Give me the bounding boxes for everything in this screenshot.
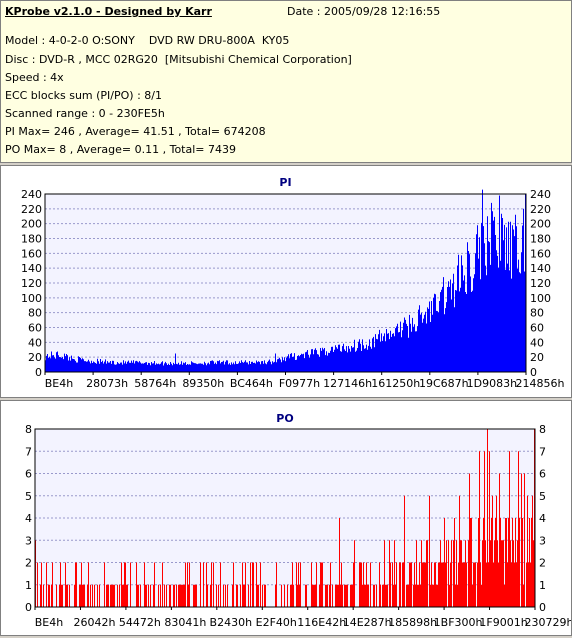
po-plot-frame [34, 428, 536, 608]
pi-xtick-label: 1D9083h [467, 377, 517, 390]
po-ytick-right: 8 [539, 423, 546, 436]
po-ytick-left: 7 [25, 445, 32, 458]
pi-ytick-left: 0 [35, 366, 42, 379]
pi-ytick-right: 0 [530, 366, 537, 379]
pi-xtick-label: F0977h [279, 377, 320, 390]
model-line: Model : 4-0-2-0 O:SONY DVD RW DRU-800A K… [5, 34, 290, 47]
pi-xtick-label: BE4h [45, 377, 73, 390]
pi-xtick-label: 58764h [134, 377, 176, 390]
pi-ytick-right: 40 [530, 336, 544, 349]
pi-chart-panel: PI 0 0 20 20 40 40 60 60 80 80 100 100 120 120 140 140 16… [0, 165, 572, 398]
pi-ytick-left: 60 [28, 322, 42, 335]
po-ytick-right: 0 [539, 601, 546, 614]
speed-line: Speed : 4x [5, 71, 64, 84]
pi-ytick-left: 180 [21, 233, 42, 246]
po-ytick-right: 4 [539, 512, 546, 525]
pi-ytick-left: 80 [28, 307, 42, 320]
po-stats-line: PO Max= 8 , Average= 0.11 , Total= 7439 [5, 143, 236, 156]
pi-ytick-left: 20 [28, 351, 42, 364]
po-xtick-label: 116E42h [297, 616, 346, 629]
po-chart: PO 0 0 1 1 2 2 3 3 4 4 5 5 6 6 7 7 8 8 BE4h 26042h 54472h 8304… [25, 412, 572, 629]
po-ytick-right: 2 [539, 557, 546, 570]
pi-xtick-label: BC464h [230, 377, 273, 390]
po-xtick-label: E2F40h [256, 616, 297, 629]
pi-ytick-left: 240 [21, 188, 42, 201]
pi-ytick-right: 200 [530, 218, 551, 231]
pi-ytick-left: 160 [21, 247, 42, 260]
pi-xtick-label: 89350h [182, 377, 224, 390]
po-xtick-label: 230729h [525, 616, 571, 629]
pi-ytick-left: 40 [28, 336, 42, 349]
pi-stats-line: PI Max= 246 , Average= 41.51 , Total= 67… [5, 125, 266, 138]
pi-ytick-right: 100 [530, 292, 551, 305]
pi-ytick-left: 140 [21, 262, 42, 275]
po-ytick-left: 8 [25, 423, 32, 436]
po-xtick-label: 14E287h [343, 616, 392, 629]
pi-ytick-left: 120 [21, 277, 42, 290]
pi-xtick-label: 161250h [371, 377, 420, 390]
pi-ytick-right: 60 [530, 322, 544, 335]
po-ytick-right: 1 [539, 579, 546, 592]
range-line: Scanned range : 0 - 230FE5h [5, 107, 165, 120]
po-xtick-label: BE4h [35, 616, 63, 629]
po-xtick-label: 26042h [73, 616, 115, 629]
pi-ytick-right: 120 [530, 277, 551, 290]
po-ytick-left: 0 [25, 601, 32, 614]
pi-ytick-right: 140 [530, 262, 551, 275]
po-xtick-label: 54472h [119, 616, 161, 629]
pi-ytick-left: 100 [21, 292, 42, 305]
po-ytick-left: 3 [25, 534, 32, 547]
pi-ytick-right: 80 [530, 307, 544, 320]
pi-ytick-right: 220 [530, 203, 551, 216]
pi-ytick-right: 20 [530, 351, 544, 364]
pi-ytick-right: 240 [530, 188, 551, 201]
po-chart-panel: PO 0 0 1 1 2 2 3 3 4 4 5 5 6 6 7 7 8 8 BE4h 26042h 54472h 8304… [0, 400, 572, 636]
pi-title: PI [279, 176, 291, 189]
po-xtick-label: 185898h [388, 616, 437, 629]
pi-ytick-left: 200 [21, 218, 42, 231]
po-ytick-right: 6 [539, 468, 546, 481]
po-xtick-label: 83041h [164, 616, 206, 629]
po-xtick-label: 1F9001h [479, 616, 527, 629]
po-ytick-right: 3 [539, 534, 546, 547]
po-xtick-label: B2430h [210, 616, 253, 629]
ecc-line: ECC blocks sum (PI/PO) : 8/1 [5, 89, 162, 102]
po-xtick-label: 1BF300h [434, 616, 483, 629]
po-ytick-left: 6 [25, 468, 32, 481]
pi-ytick-left: 220 [21, 203, 42, 216]
po-ytick-left: 1 [25, 579, 32, 592]
po-ytick-left: 2 [25, 557, 32, 570]
pi-ytick-right: 180 [530, 233, 551, 246]
pi-ytick-right: 160 [530, 247, 551, 260]
po-ytick-right: 7 [539, 445, 546, 458]
disc-line: Disc : DVD-R , MCC 02RG20 [Mitsubishi Ch… [5, 53, 352, 66]
po-ytick-left: 5 [25, 490, 32, 503]
pi-xtick-label: 19C687h [419, 377, 469, 390]
pi-xtick-label: 127146h [323, 377, 372, 390]
po-ytick-right: 5 [539, 490, 546, 503]
pi-xtick-label: 28073h [86, 377, 128, 390]
scan-date: Date : 2005/09/28 12:16:55 [287, 5, 441, 18]
po-ytick-left: 4 [25, 512, 32, 525]
info-panel: KProbe v2.1.0 - Designed by Karr Date : … [0, 0, 572, 163]
app-title: KProbe v2.1.0 - Designed by Karr [5, 5, 212, 18]
pi-xtick-label: 214856h [516, 377, 565, 390]
po-title: PO [276, 412, 293, 425]
